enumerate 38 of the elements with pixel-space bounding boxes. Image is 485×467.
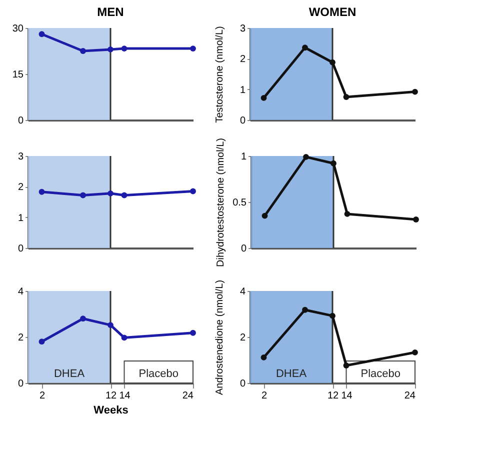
- band-label: Placebo: [138, 368, 179, 380]
- x-tick-label: 14: [119, 390, 131, 402]
- band-label: DHEA: [54, 368, 86, 380]
- y-tick-label: 2: [18, 182, 24, 194]
- band-label: Placebo: [360, 368, 401, 380]
- y-tick-label: 30: [12, 24, 24, 34]
- y-tick-label: 2: [18, 332, 24, 344]
- y-tick-label: 3: [240, 24, 246, 34]
- y-axis-title: Androstenedione (nmol/L): [214, 280, 226, 396]
- x-tick-label: 24: [182, 390, 194, 402]
- y-tick-label: 0: [240, 378, 246, 390]
- y-tick-label: 15: [12, 70, 24, 80]
- x-tick-label: 12: [327, 390, 339, 402]
- y-tick-label: 0.5: [232, 198, 247, 208]
- y-tick-label: 4: [240, 286, 246, 298]
- y-tick-label: 2: [240, 332, 246, 344]
- x-tick-label: 14: [341, 390, 353, 402]
- x-tick-label: 24: [404, 390, 416, 402]
- y-tick-label: 0: [18, 116, 24, 126]
- y-tick-label: 0: [240, 244, 247, 254]
- y-tick-label: 2: [240, 54, 246, 66]
- x-tick-label: 12: [105, 390, 117, 402]
- y-tick-label: 4: [18, 286, 24, 298]
- y-axis-title: Testosterone (nmol/L): [214, 26, 226, 123]
- chart-title: MEN: [97, 5, 124, 19]
- band-label: DHEA: [276, 368, 308, 380]
- x-axis-title: Weeks: [94, 404, 128, 416]
- y-tick-label: 1: [240, 152, 247, 162]
- y-tick-label: 1: [18, 212, 24, 224]
- y-tick-label: 1: [240, 84, 246, 96]
- y-tick-label: 3: [18, 152, 24, 162]
- y-axis-title: Dihydrotestosterone (nmol/L): [216, 138, 226, 267]
- y-tick-label: 0: [18, 378, 24, 390]
- y-tick-label: 0: [240, 116, 246, 126]
- x-tick-label: 2: [39, 390, 46, 402]
- chart-title: WOMEN: [308, 5, 356, 19]
- y-tick-label: 0: [18, 244, 24, 254]
- x-tick-label: 2: [261, 390, 268, 402]
